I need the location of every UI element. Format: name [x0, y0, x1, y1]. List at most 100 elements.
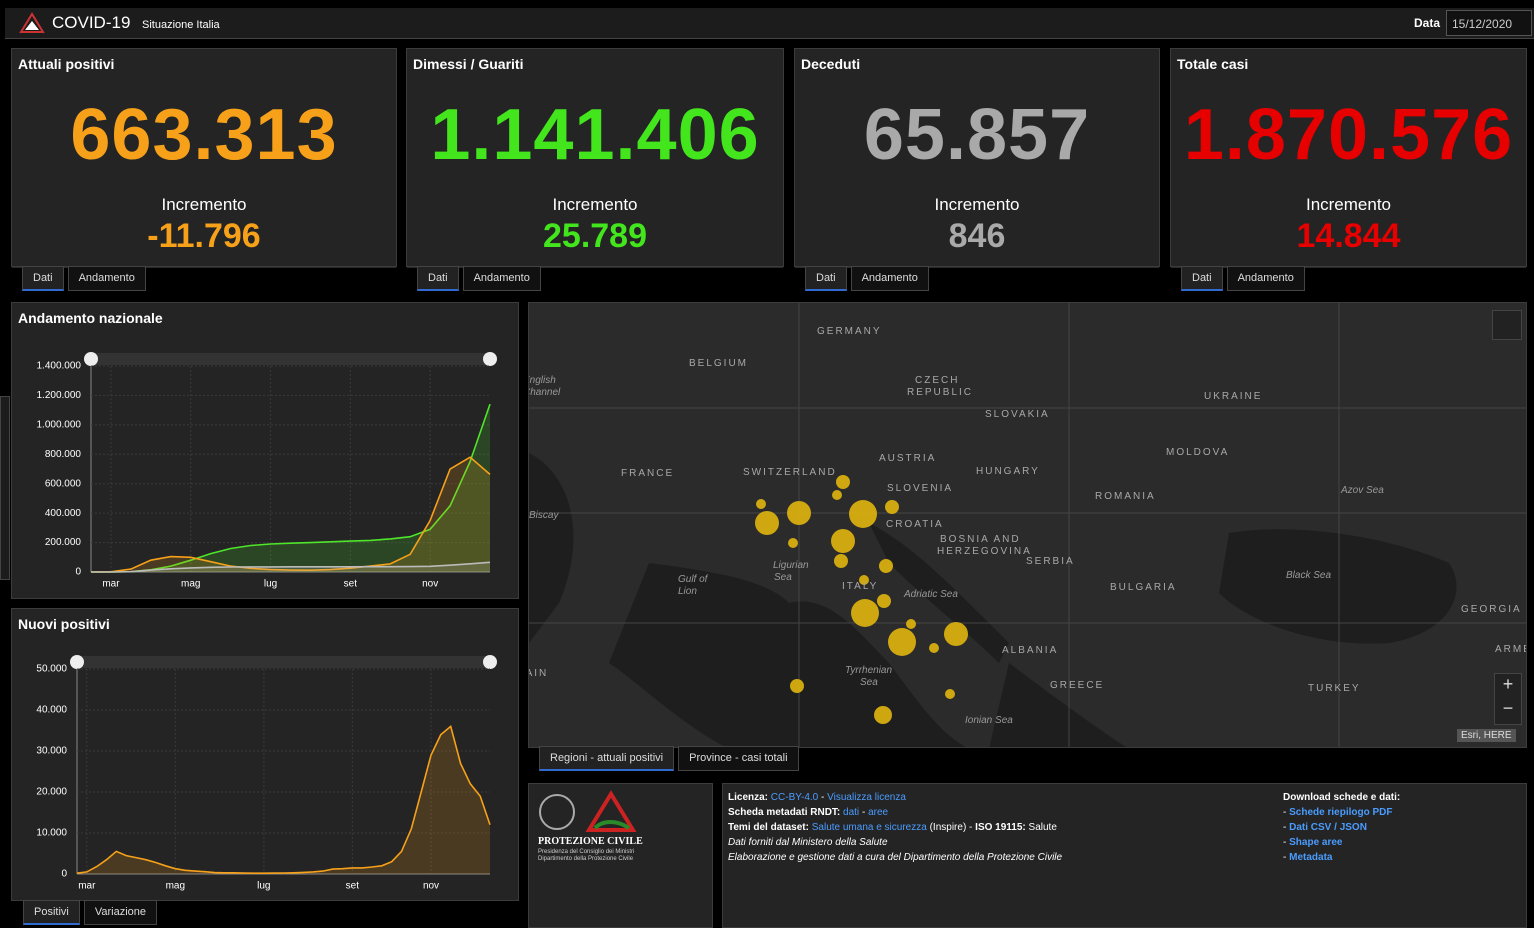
map-label: ROMANIA [1095, 491, 1156, 502]
map-label: MOLDOVA [1166, 447, 1230, 458]
x-tick-label: lug [257, 881, 270, 892]
map-water-label: Sea [860, 677, 878, 688]
card-title: Deceduti [801, 56, 861, 72]
line [91, 561, 491, 573]
area [77, 726, 490, 874]
info-line: Dati forniti dal Ministero della Salute [728, 837, 1062, 852]
x-tick-label: lug [264, 579, 277, 590]
tab[interactable]: Andamento [850, 266, 929, 291]
card-title: Attuali positivi [18, 56, 115, 72]
stat-card: Dimessi / Guariti 1.141.406 Incremento 25.7… [406, 48, 784, 268]
y-tick-label: 50.000 [36, 664, 67, 675]
y-tick-label: 200.000 [45, 537, 82, 548]
tab[interactable]: Province - casi totali [678, 746, 799, 771]
map-water-label: Adriatic Sea [904, 589, 958, 600]
chart-title: Andamento nazionale [18, 310, 163, 326]
tab[interactable]: Andamento [462, 266, 541, 291]
map-label: CROATIA [886, 519, 944, 530]
tab[interactable]: Dati [805, 266, 847, 291]
map-label: HUNGARY [976, 466, 1040, 477]
date-input[interactable]: 15/12/2020 [1446, 10, 1532, 36]
zoom-in[interactable]: + [1502, 674, 1514, 694]
increment-value: 14.844 [1296, 217, 1401, 255]
y-tick-label: 1.400.000 [37, 361, 82, 372]
map-label: ARMENIA [1495, 644, 1526, 655]
tab[interactable]: Positivi [23, 900, 80, 925]
card-title: Totale casi [1177, 56, 1249, 72]
info-line: Scheda metadati RNDT: dati - aree [728, 807, 1062, 822]
map-label: SLOVAKIA [985, 409, 1050, 420]
map-label: GERMANY [817, 326, 882, 337]
slider-handle[interactable] [70, 655, 84, 669]
card-value: 65.857 [863, 95, 1091, 175]
dash: - [1283, 852, 1287, 863]
map-label: ITALY [842, 581, 879, 592]
downloads: Download schede e dati: - Schede riepilog… [1283, 792, 1400, 867]
tab[interactable]: Variazione [83, 900, 158, 925]
link[interactable]: Dati CSV / JSON [1289, 822, 1367, 833]
download-item: - Shape aree [1283, 837, 1400, 852]
tab[interactable]: Andamento [67, 266, 146, 291]
slider-handle[interactable] [483, 655, 497, 669]
link[interactable]: Schede riepilogo PDF [1289, 807, 1393, 818]
map-water-label: English [529, 375, 556, 386]
link[interactable]: Visualizza licenza [827, 792, 906, 803]
download-item: - Dati CSV / JSON [1283, 822, 1400, 837]
map-label: UKRAINE [1204, 391, 1263, 402]
tab[interactable]: Dati [417, 266, 459, 291]
zoom-out[interactable]: − [1502, 698, 1514, 718]
x-tick-label: mag [181, 579, 200, 590]
link[interactable]: Salute umana e sicurezza [811, 822, 927, 833]
increment-label: Incremento [1305, 195, 1392, 214]
y-tick-label: 30.000 [36, 746, 67, 757]
map-label: REPUBLIC [907, 387, 974, 398]
link[interactable]: dati [843, 807, 860, 818]
area [91, 457, 490, 572]
card-value: 1.870.576 [1183, 95, 1514, 175]
tab[interactable]: Andamento [1226, 266, 1305, 291]
tab[interactable]: Dati [22, 266, 64, 291]
side-toggle[interactable] [0, 396, 10, 580]
chart-title: Nuovi positivi [18, 616, 110, 632]
x-tick-label: set [346, 881, 360, 892]
download-item: - Schede riepilogo PDF [1283, 807, 1400, 822]
slider-handle[interactable] [84, 352, 98, 366]
link[interactable]: Metadata [1289, 852, 1333, 863]
map-water-label: Biscay [529, 510, 559, 521]
y-tick-label: 1.200.000 [37, 390, 82, 401]
info-text: - [821, 792, 825, 803]
link[interactable]: aree [868, 807, 889, 818]
x-tick-label: mar [102, 579, 120, 590]
info-text: ISO 19115: [975, 822, 1026, 833]
legend-button[interactable] [1492, 310, 1522, 340]
map-label: HERZEGOVINA [937, 546, 1032, 557]
tab[interactable]: Dati [1181, 266, 1223, 291]
map-water-label: Black Sea [1286, 570, 1332, 581]
stat-card: Totale casi 1.870.576 Incremento 14.844 [1170, 48, 1527, 268]
map-water-label: Channel [529, 387, 561, 398]
map-water-label: Gulf of [678, 574, 708, 585]
card-tabs: Dati Andamento [417, 266, 541, 291]
map-label: CZECH [915, 375, 960, 386]
header: COVID-19 Situazione Italia Data 15/12/20… [5, 8, 1534, 39]
link[interactable]: CC-BY-4.0 [770, 792, 819, 803]
info-text: (Inspire) - [929, 822, 973, 833]
link[interactable]: Shape aree [1289, 837, 1343, 848]
y-tick-label: 1.000.000 [37, 419, 82, 430]
slider-handle[interactable] [483, 352, 497, 366]
y-tick-label: 20.000 [36, 787, 67, 798]
slider-track [91, 353, 490, 365]
increment-value: -11.796 [147, 217, 261, 255]
x-tick-label: nov [422, 579, 438, 590]
slider-track [77, 656, 490, 668]
map[interactable]: + − Esri, HERE GERMANY BELGIUM EnglishChan… [528, 302, 1527, 748]
card-tabs: Dati Andamento [805, 266, 929, 291]
tab[interactable]: Regioni - attuali positivi [539, 746, 675, 771]
stat-card: Deceduti 65.857 Incremento 846 [794, 48, 1160, 268]
info-panel: Licenza: CC-BY-4.0 - Visualizza licenza … [722, 783, 1527, 928]
line [90, 456, 491, 573]
chart: 0 10.000 20.000 30.000 40.000 50.000 mar mag lug… [36, 655, 497, 892]
increment-value: 25.789 [543, 217, 647, 255]
map-label: AUSTRIA [879, 453, 937, 464]
